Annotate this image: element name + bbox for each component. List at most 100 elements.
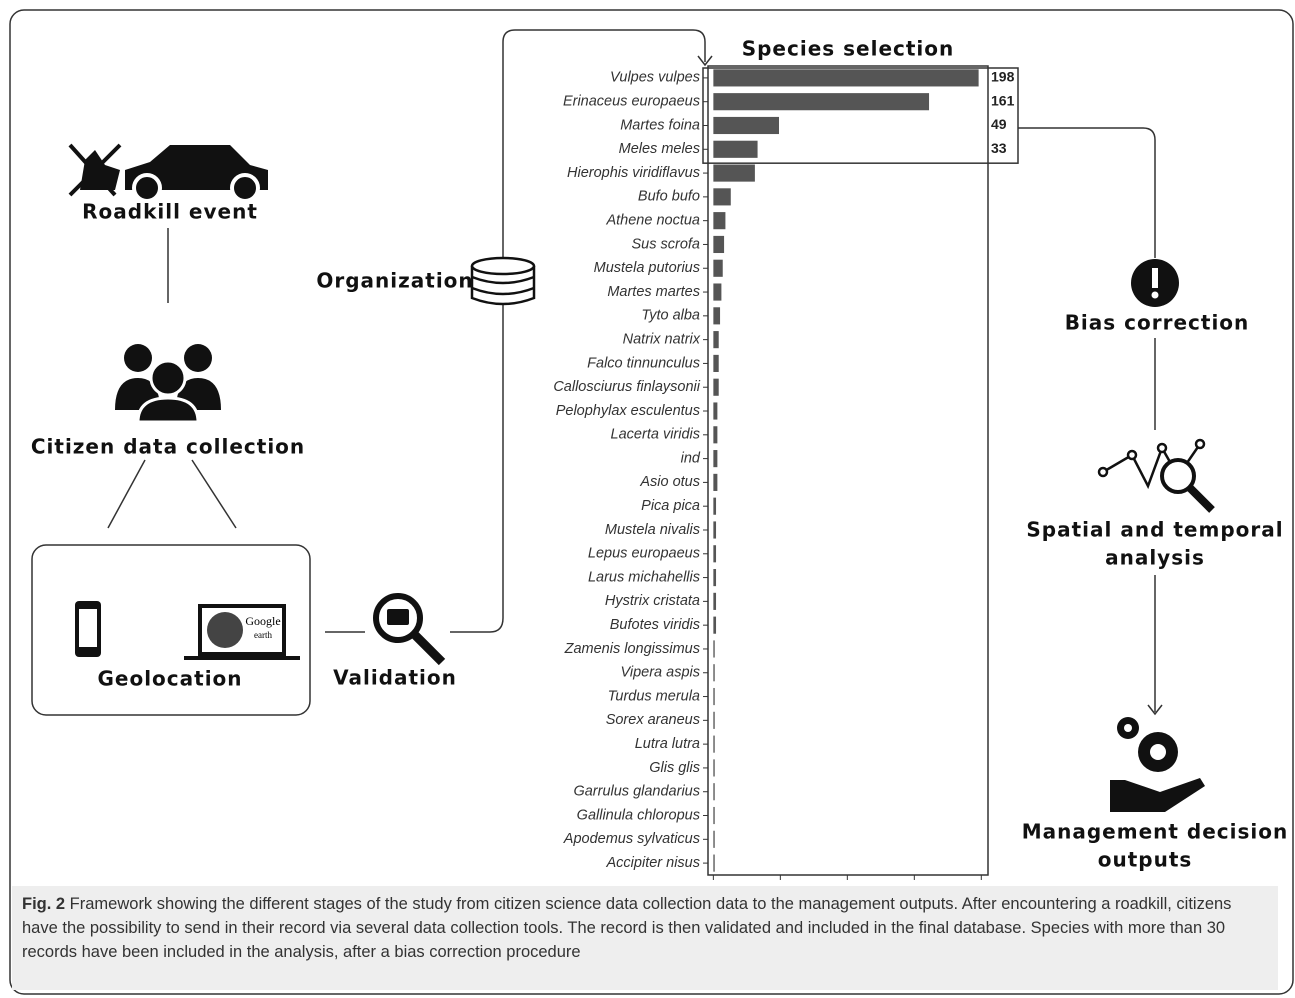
y-tick-label: Lepus europaeus [588, 546, 700, 562]
node-label: Bias correction [1065, 311, 1250, 335]
y-tick-label: Hystrix cristata [605, 593, 700, 609]
alert-dot [1151, 291, 1159, 299]
bar [713, 140, 758, 158]
magnifier-icon [373, 593, 446, 666]
plot-frame [707, 65, 989, 876]
people-icon [115, 344, 221, 424]
bar [713, 426, 718, 444]
y-tick-label: Vulpes vulpes [610, 70, 700, 86]
bar [713, 402, 718, 420]
node-label: Spatial and temporal [1026, 518, 1283, 542]
bar [713, 212, 726, 230]
y-tick-label: Athene noctua [605, 212, 700, 228]
bar [713, 188, 731, 206]
y-tick-label: Tyto alba [641, 308, 700, 324]
chart-title: Species selection [742, 37, 955, 61]
y-tick-label: Apodemus sylvaticus [563, 831, 700, 847]
bar [713, 640, 715, 658]
y-tick-label: Callosciurus finlaysonii [553, 379, 700, 395]
connector [191, 459, 237, 529]
y-tick-label: Martes martes [607, 284, 700, 300]
y-tick-label: Meles meles [619, 141, 700, 157]
y-tick-label: Falco tinnunculus [587, 355, 700, 371]
y-tick-label: Natrix natrix [623, 331, 701, 347]
y-tick-label: Bufotes viridis [610, 617, 700, 633]
y-tick-label: Pelophylax esculentus [556, 403, 700, 419]
bar [713, 69, 979, 87]
y-tick-label: Garrulus glandarius [573, 784, 700, 800]
node-label: Organization [316, 269, 473, 293]
bar [713, 759, 715, 777]
bar [713, 354, 719, 372]
y-tick-label: Larus michahellis [588, 569, 700, 585]
y-tick-label: Sus scrofa [632, 236, 701, 252]
y-tick-label: Accipiter nisus [606, 855, 700, 871]
bar [713, 854, 715, 872]
caption-label: Fig. 2 [22, 895, 66, 913]
gears-hand-icon [1110, 717, 1205, 812]
logo-text: Google [245, 614, 280, 628]
y-tick-label: Lacerta viridis [611, 427, 700, 443]
bar [713, 664, 715, 682]
bar [713, 450, 718, 468]
bar [713, 521, 717, 539]
y-tick-label: Zamenis longissimus [564, 641, 700, 657]
caption-text: Framework showing the different stages o… [22, 895, 1232, 961]
y-tick-label: Bufo bufo [638, 189, 700, 205]
bar [713, 331, 719, 349]
node-label: Validation [333, 666, 457, 690]
node-label: Roadkill event [82, 200, 258, 224]
phone-screen [79, 609, 97, 647]
y-tick-label: Hierophis viridiflavus [567, 165, 700, 181]
y-tick-label: Asio otus [639, 474, 700, 490]
y-tick-label: Glis glis [649, 760, 700, 776]
connector [1018, 127, 1156, 258]
bar [713, 545, 717, 563]
y-tick-label: Martes foina [620, 117, 700, 133]
y-tick-label: Pica pica [641, 498, 700, 514]
car-icon [68, 143, 268, 203]
y-tick-label: Gallinula chloropus [577, 807, 700, 823]
bar [713, 378, 719, 396]
bar [713, 735, 715, 753]
bar [713, 259, 723, 277]
node-label: Management decision [1022, 820, 1289, 844]
bar [713, 687, 715, 706]
caption: Fig. 2 Framework showing the different s… [12, 886, 1278, 990]
bar [713, 830, 715, 848]
database-icon [470, 256, 536, 306]
data-label: 49 [991, 116, 1007, 132]
bar [713, 473, 718, 491]
y-tick-label: Mustela nivalis [605, 522, 700, 538]
bar [713, 307, 721, 325]
logo-text: earth [254, 630, 272, 640]
y-tick-label: Erinaceus europaeus [563, 94, 700, 110]
bar [713, 711, 715, 729]
alert-mark [1152, 268, 1158, 288]
y-tick-label: Mustela putorius [594, 260, 700, 276]
bar [713, 806, 715, 825]
y-tick-label: ind [681, 450, 701, 466]
y-tick-label: Sorex araneus [606, 712, 700, 728]
data-label: 33 [991, 140, 1007, 156]
bar [713, 592, 717, 610]
bar [713, 616, 717, 634]
connector [107, 459, 146, 529]
y-tick-label: Turdus merula [608, 688, 700, 704]
bar [713, 235, 725, 254]
laptop-base [184, 656, 300, 660]
data-label: 198 [991, 69, 1015, 85]
arrowhead [697, 55, 713, 67]
node-label: analysis [1105, 546, 1205, 570]
node-label: Geolocation [97, 667, 242, 691]
arrowhead [1147, 704, 1163, 716]
data-label: 161 [991, 92, 1015, 108]
y-tick-label: Vipera aspis [620, 665, 700, 681]
frame [9, 9, 1294, 995]
bar [713, 783, 715, 801]
connector [450, 29, 706, 633]
tools-box [31, 544, 311, 716]
